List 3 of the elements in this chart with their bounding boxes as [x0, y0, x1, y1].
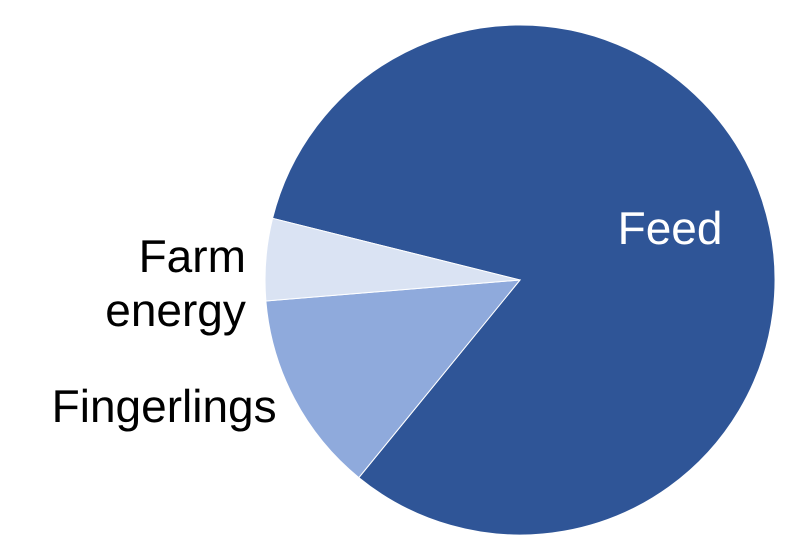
slice-label: Farm energy [105, 230, 246, 336]
slice-label: Fingerlings [52, 380, 277, 432]
slice-label: Feed [618, 202, 722, 254]
